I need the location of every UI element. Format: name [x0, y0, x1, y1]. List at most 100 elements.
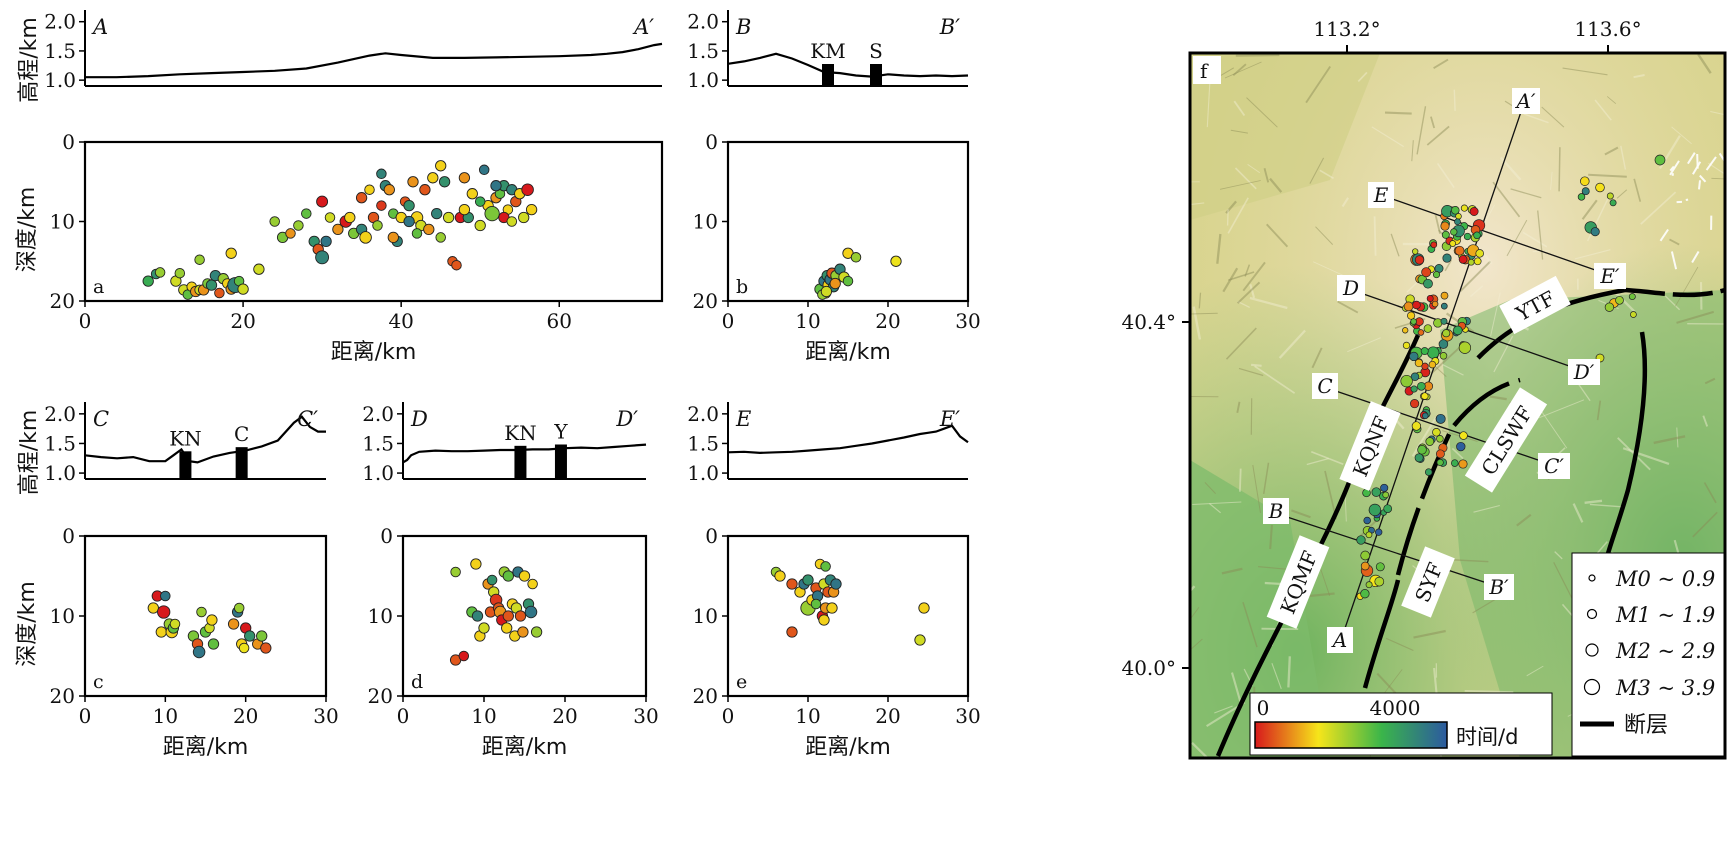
map-epicenter: [1425, 437, 1435, 446]
event-point: [320, 235, 332, 248]
event-point: [269, 216, 280, 227]
terrain-snow: [1692, 161, 1702, 175]
terrain-ridge: [1558, 147, 1561, 192]
terrain-ridge: [1633, 74, 1645, 79]
terrain-ridge: [1357, 71, 1368, 82]
map-epicenter: [1360, 589, 1370, 599]
depth-section-c: 0 10 20 30 0 10 20 c 距离/km 深度/km: [15, 524, 339, 760]
map-epicenter: [1458, 255, 1468, 264]
terrain-ridge: [1236, 401, 1241, 413]
event-point: [253, 263, 265, 275]
terrain-ridge: [1249, 284, 1256, 299]
terrain-ridge: [1464, 690, 1514, 693]
terrain-snow: [1699, 174, 1707, 183]
label-E-prime: E′: [1599, 264, 1620, 288]
section-panel-label: d: [411, 671, 423, 693]
event-point: [521, 183, 534, 196]
legend-mag0-symbol: [1588, 574, 1596, 582]
terrain-ridge: [1230, 672, 1243, 706]
fault-marker-KM: [822, 64, 834, 86]
map-panel-label: f: [1200, 59, 1209, 83]
event-point: [525, 203, 538, 216]
event-point: [196, 606, 207, 618]
event-point: [411, 228, 423, 239]
terrain-ridge: [1254, 365, 1296, 394]
terrain-ridge: [1451, 447, 1464, 460]
map-epicenter: [1410, 385, 1418, 393]
terrain-ridge: [1191, 741, 1210, 758]
map-epicenter: [1410, 372, 1420, 382]
event-point: [355, 192, 368, 204]
event-point: [435, 232, 446, 243]
section-xtick-label: 10: [795, 704, 820, 728]
terrain-ridge: [1190, 638, 1203, 651]
terrain-ridge: [1453, 89, 1456, 111]
map-epicenter: [1454, 218, 1461, 226]
profile-ytick-label: 1.5: [44, 431, 76, 455]
event-point: [160, 590, 171, 602]
terrain-ridge: [1190, 202, 1205, 206]
profile-ytick-label: 2.0: [44, 402, 76, 426]
colorbar-legend: 0 4000 时间/d: [1249, 692, 1553, 756]
map-epicenter: [1422, 412, 1429, 420]
event-point: [514, 610, 527, 622]
fault-marker-S: [870, 64, 882, 86]
terrain-ridge: [1224, 61, 1262, 79]
terrain-snow: [1687, 152, 1696, 165]
terrain-ridge: [1539, 399, 1585, 419]
map-epicenter: [1467, 258, 1475, 266]
elevation-profile-1: 1.0 1.5 2.0 A A′ 高程/km: [17, 10, 663, 103]
event-point: [829, 277, 841, 290]
terrain-ridge: [1278, 329, 1306, 359]
map-epicenter: [1374, 576, 1385, 587]
terrain-ridge: [1620, 145, 1627, 170]
map-epicenter: [1442, 329, 1451, 338]
event-point: [820, 285, 833, 298]
terrain-ridge: [1239, 468, 1242, 492]
event-point: [169, 618, 181, 630]
terrain-ridge: [1291, 509, 1311, 519]
distance-axis-title: 距离/km: [163, 735, 249, 760]
profile-endpoint-labels: A′ A B B′ C C′ D D′ E E′: [1263, 88, 1626, 653]
event-point: [324, 212, 336, 223]
terrain-ridge: [1390, 233, 1400, 257]
lon-tick-113.2: 113.2°: [1313, 17, 1380, 41]
section-panel-label: e: [736, 671, 747, 693]
map-epicenter: [1360, 550, 1371, 561]
map-epicenter: [1435, 449, 1445, 459]
map-epicenter: [1463, 232, 1472, 241]
terrain-ridge: [1633, 178, 1642, 202]
event-point: [244, 630, 256, 642]
map-epicenter: [1442, 253, 1452, 263]
map-epicenter: [1449, 240, 1457, 247]
map-epicenter: [1420, 347, 1429, 356]
section-ytick-label: 0: [705, 524, 718, 548]
map-epicenter: [1473, 257, 1482, 266]
map-epicenter: [1580, 176, 1590, 186]
event-point: [431, 207, 443, 220]
map-epicenter: [1604, 302, 1615, 312]
elevation-profile-2: 1.0 1.5 2.0 KM S B B′: [687, 10, 969, 92]
terrain-ridge: [1702, 415, 1709, 427]
event-point: [490, 180, 502, 192]
event-point: [830, 578, 842, 590]
event-point: [450, 566, 461, 578]
terrain-snow: [1669, 165, 1675, 172]
event-point: [192, 645, 206, 659]
section-xtick-label: 10: [795, 309, 820, 333]
section-xtick-label: 0: [79, 704, 92, 728]
section-xtick-label: 20: [552, 704, 577, 728]
map-epicenter: [1432, 271, 1441, 279]
event-point: [207, 638, 220, 650]
event-point: [315, 250, 330, 265]
terrain-ridge: [1490, 292, 1501, 337]
fault-marker-KN: [179, 451, 192, 479]
map-epicenter: [1426, 295, 1434, 302]
event-point: [802, 574, 814, 586]
profile-start-label: D: [410, 407, 428, 431]
event-point: [466, 188, 478, 200]
profile-end-label: D′: [615, 407, 638, 431]
map-epicenter: [1360, 561, 1370, 571]
section-xtick-label: 30: [633, 704, 658, 728]
event-point: [484, 205, 500, 222]
